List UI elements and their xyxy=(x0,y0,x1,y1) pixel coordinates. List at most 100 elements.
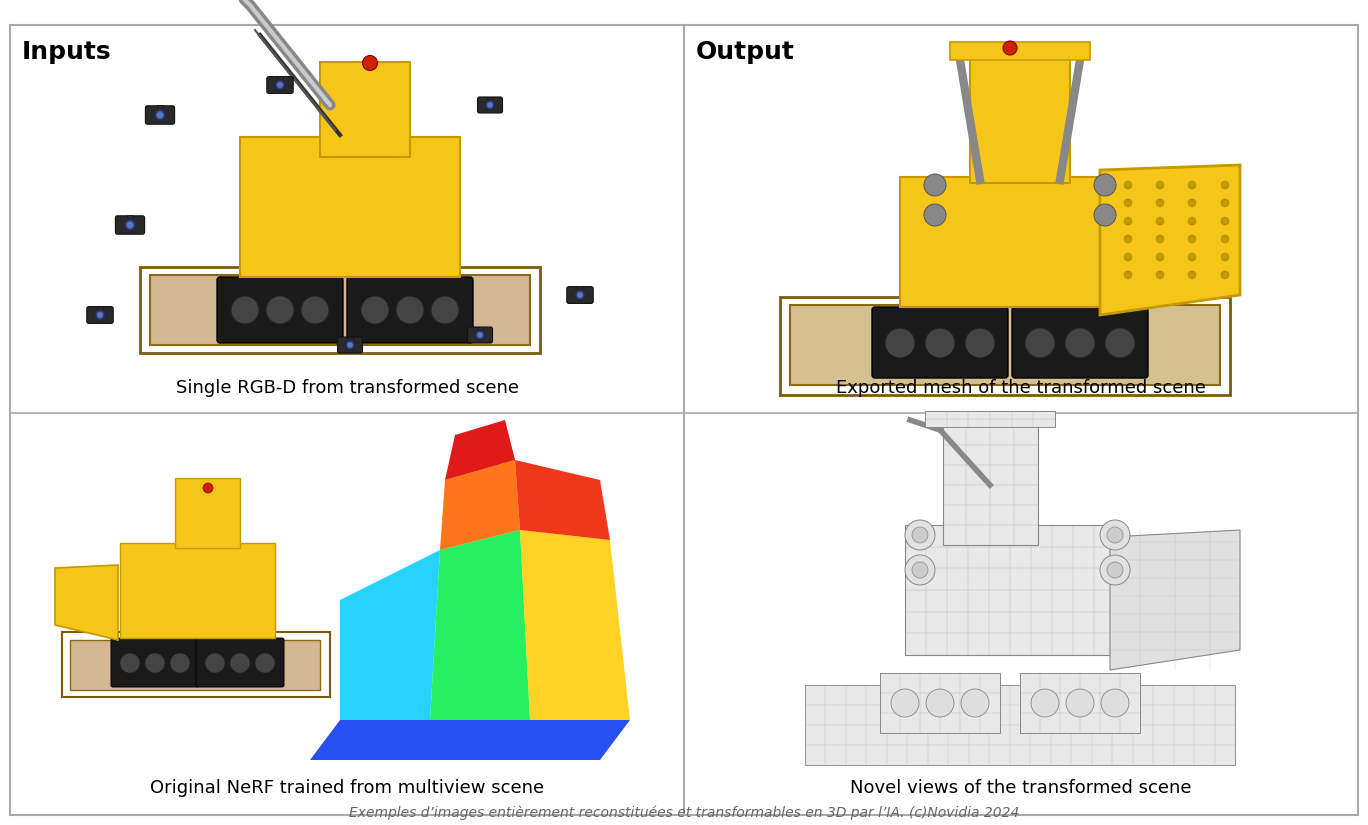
FancyBboxPatch shape xyxy=(900,177,1100,307)
Ellipse shape xyxy=(123,219,137,231)
Ellipse shape xyxy=(1066,328,1094,358)
Ellipse shape xyxy=(1031,689,1059,717)
Ellipse shape xyxy=(1100,555,1130,585)
Polygon shape xyxy=(520,530,631,720)
FancyBboxPatch shape xyxy=(86,307,114,323)
Ellipse shape xyxy=(906,555,934,585)
Ellipse shape xyxy=(1156,217,1164,225)
Ellipse shape xyxy=(960,689,989,717)
FancyBboxPatch shape xyxy=(970,53,1070,183)
FancyBboxPatch shape xyxy=(120,543,275,638)
FancyBboxPatch shape xyxy=(145,106,175,125)
Ellipse shape xyxy=(145,653,166,673)
Ellipse shape xyxy=(1187,271,1196,279)
FancyBboxPatch shape xyxy=(239,137,460,277)
Polygon shape xyxy=(341,550,440,720)
Ellipse shape xyxy=(925,328,955,358)
Ellipse shape xyxy=(1124,199,1131,207)
Polygon shape xyxy=(55,565,118,640)
FancyBboxPatch shape xyxy=(175,478,239,548)
FancyBboxPatch shape xyxy=(347,277,473,343)
Ellipse shape xyxy=(1025,328,1055,358)
Polygon shape xyxy=(311,720,631,760)
Ellipse shape xyxy=(431,296,460,324)
Ellipse shape xyxy=(94,309,105,321)
Ellipse shape xyxy=(1124,253,1131,261)
Ellipse shape xyxy=(156,111,163,119)
Ellipse shape xyxy=(1107,527,1123,543)
Ellipse shape xyxy=(127,222,134,229)
Ellipse shape xyxy=(1222,181,1228,189)
Ellipse shape xyxy=(1187,217,1196,225)
Ellipse shape xyxy=(1094,174,1116,196)
Ellipse shape xyxy=(254,653,275,673)
Ellipse shape xyxy=(345,340,356,351)
FancyBboxPatch shape xyxy=(127,215,133,219)
Ellipse shape xyxy=(97,312,103,318)
Ellipse shape xyxy=(276,82,283,88)
Ellipse shape xyxy=(361,296,389,324)
Ellipse shape xyxy=(1124,271,1131,279)
Ellipse shape xyxy=(923,204,947,226)
Ellipse shape xyxy=(1100,520,1130,550)
Ellipse shape xyxy=(1124,181,1131,189)
Ellipse shape xyxy=(912,527,928,543)
Ellipse shape xyxy=(170,653,190,673)
Ellipse shape xyxy=(1222,199,1228,207)
FancyBboxPatch shape xyxy=(1021,673,1140,733)
Ellipse shape xyxy=(202,483,213,493)
Ellipse shape xyxy=(1156,181,1164,189)
FancyBboxPatch shape xyxy=(157,105,163,109)
Ellipse shape xyxy=(1107,562,1123,578)
Ellipse shape xyxy=(487,102,492,108)
FancyBboxPatch shape xyxy=(1012,307,1148,378)
FancyBboxPatch shape xyxy=(111,638,198,687)
FancyBboxPatch shape xyxy=(566,286,594,304)
Text: Original NeRF trained from multiview scene: Original NeRF trained from multiview sce… xyxy=(150,779,544,797)
Ellipse shape xyxy=(1187,235,1196,243)
Ellipse shape xyxy=(363,55,378,70)
FancyBboxPatch shape xyxy=(150,275,529,345)
Ellipse shape xyxy=(906,520,934,550)
Ellipse shape xyxy=(475,330,486,340)
Ellipse shape xyxy=(120,653,140,673)
FancyBboxPatch shape xyxy=(943,425,1037,545)
Ellipse shape xyxy=(265,296,294,324)
FancyBboxPatch shape xyxy=(880,673,1000,733)
Ellipse shape xyxy=(923,174,947,196)
Polygon shape xyxy=(445,420,514,480)
Text: Exemples d’images entièrement reconstituées et transformables en 3D par l’IA. (c: Exemples d’images entièrement reconstitu… xyxy=(349,805,1019,820)
FancyBboxPatch shape xyxy=(804,685,1235,765)
Ellipse shape xyxy=(301,296,328,324)
Text: Output: Output xyxy=(696,40,795,64)
FancyBboxPatch shape xyxy=(468,327,492,343)
FancyBboxPatch shape xyxy=(10,25,1358,815)
Ellipse shape xyxy=(205,653,224,673)
Ellipse shape xyxy=(1222,235,1228,243)
FancyBboxPatch shape xyxy=(320,62,410,157)
Ellipse shape xyxy=(1003,41,1016,55)
Ellipse shape xyxy=(1222,271,1228,279)
Text: Inputs: Inputs xyxy=(22,40,112,64)
Text: Exported mesh of the transformed scene: Exported mesh of the transformed scene xyxy=(836,379,1207,397)
FancyBboxPatch shape xyxy=(906,525,1115,655)
Ellipse shape xyxy=(1124,217,1131,225)
FancyBboxPatch shape xyxy=(487,97,492,100)
FancyBboxPatch shape xyxy=(115,216,145,234)
FancyBboxPatch shape xyxy=(338,337,363,353)
Ellipse shape xyxy=(575,290,586,300)
Ellipse shape xyxy=(926,689,953,717)
FancyBboxPatch shape xyxy=(278,76,283,80)
Ellipse shape xyxy=(577,292,583,298)
Ellipse shape xyxy=(891,689,919,717)
Ellipse shape xyxy=(230,653,250,673)
FancyBboxPatch shape xyxy=(347,337,353,340)
Polygon shape xyxy=(514,460,610,540)
Ellipse shape xyxy=(912,562,928,578)
Text: Single RGB-D from transformed scene: Single RGB-D from transformed scene xyxy=(175,379,518,397)
Ellipse shape xyxy=(1156,271,1164,279)
Ellipse shape xyxy=(1222,253,1228,261)
Ellipse shape xyxy=(231,296,259,324)
Ellipse shape xyxy=(1187,253,1196,261)
Ellipse shape xyxy=(484,100,495,111)
